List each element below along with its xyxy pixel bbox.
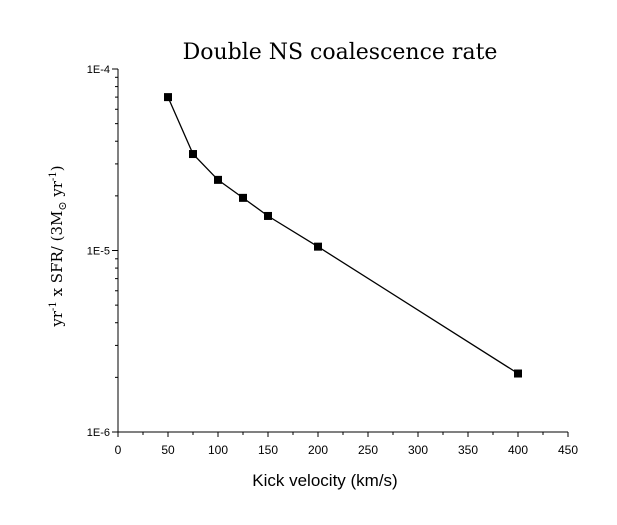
data-point (264, 211, 272, 220)
x-axis-ticks: 0 50 100 150 200 250 300 350 400 450 (115, 432, 578, 457)
x-tick-label: 100 (208, 443, 228, 457)
y-tick-label: 1E-6 (87, 427, 110, 439)
x-tick-label: 150 (258, 443, 278, 457)
y-tick-label: 1E-5 (87, 246, 110, 258)
x-tick-label: 250 (358, 443, 378, 457)
y-label-sup1: -1 (48, 301, 59, 311)
x-tick-label: 450 (558, 443, 578, 457)
data-point (514, 369, 522, 378)
y-label-part3: yr (48, 180, 66, 201)
y-axis-label: yr-1 x SFR/ (3M⊙ yr-1) (48, 165, 69, 327)
y-label-part4: ) (48, 165, 66, 171)
chart-title: Double NS coalescence rate (183, 40, 498, 65)
data-point (239, 193, 247, 202)
x-axis-label: Kick velocity (km/s) (252, 471, 397, 490)
data-point (214, 175, 222, 184)
y-axis-ticks: 1E-4 1E-5 1E-6 (87, 64, 118, 439)
y-tick-label: 1E-4 (87, 64, 110, 76)
data-point (314, 242, 322, 251)
series (164, 93, 522, 378)
data-point (189, 150, 197, 159)
y-label-sun-symbol: ⊙ (56, 201, 69, 210)
series-line (167, 96, 519, 375)
x-tick-label: 0 (115, 443, 122, 457)
x-tick-label: 400 (508, 443, 528, 457)
x-tick-label: 200 (308, 443, 328, 457)
y-label-sup2: -1 (48, 171, 59, 181)
y-label-part1: yr (48, 310, 66, 327)
y-axis-label-group: yr-1 x SFR/ (3M⊙ yr-1) (48, 165, 69, 327)
data-point (164, 93, 172, 102)
axes (117, 69, 568, 433)
y-label-part2: x SFR/ (3M (48, 211, 66, 302)
x-tick-label: 350 (458, 443, 478, 457)
x-tick-label: 300 (408, 443, 428, 457)
x-tick-label: 50 (161, 443, 175, 457)
